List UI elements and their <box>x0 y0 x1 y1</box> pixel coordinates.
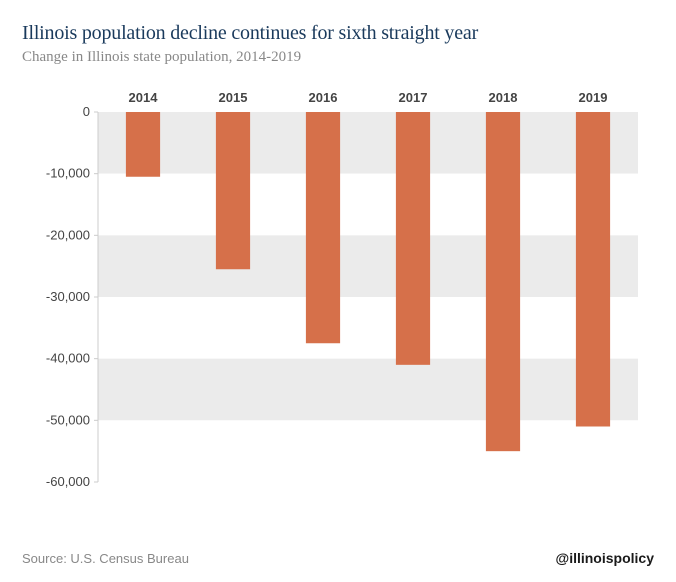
grid-band <box>98 359 638 421</box>
chart-area: 0 -10,000 -20,000 -30,000 -40,000 -50,000 -60,… <box>30 84 640 504</box>
chart-footer: Source: U.S. Census Bureau @illinoispoli… <box>22 550 654 566</box>
bar <box>576 112 610 427</box>
grid-band <box>98 235 638 297</box>
bar-chart: 0 -10,000 -20,000 -30,000 -40,000 -50,000 -60,… <box>30 84 640 504</box>
source-label: Source: U.S. Census Bureau <box>22 551 189 566</box>
y-tick-label: -40,000 <box>46 351 90 366</box>
category-label: 2017 <box>399 90 428 105</box>
grid-band <box>98 112 638 174</box>
category-label: 2016 <box>309 90 338 105</box>
category-label: 2018 <box>489 90 518 105</box>
bar <box>126 112 160 177</box>
y-tick-label: -10,000 <box>46 166 90 181</box>
bar <box>306 112 340 343</box>
category-label: 2019 <box>579 90 608 105</box>
y-tick-label: -30,000 <box>46 289 90 304</box>
chart-subtitle: Change in Illinois state population, 201… <box>22 49 654 66</box>
bar <box>216 112 250 269</box>
category-label: 2015 <box>219 90 248 105</box>
grid-band <box>98 174 638 236</box>
grid-band <box>98 420 638 482</box>
chart-container: Illinois population decline continues fo… <box>0 0 676 582</box>
chart-title: Illinois population decline continues fo… <box>22 22 654 45</box>
bar <box>486 112 520 451</box>
grid-band <box>98 297 638 359</box>
y-tick-label: -20,000 <box>46 227 90 242</box>
bar <box>396 112 430 365</box>
twitter-handle: @illinoispolicy <box>556 550 654 566</box>
y-tick-label: 0 <box>83 104 90 119</box>
y-tick-label: -60,000 <box>46 474 90 489</box>
category-label: 2014 <box>129 90 159 105</box>
y-tick-label: -50,000 <box>46 412 90 427</box>
